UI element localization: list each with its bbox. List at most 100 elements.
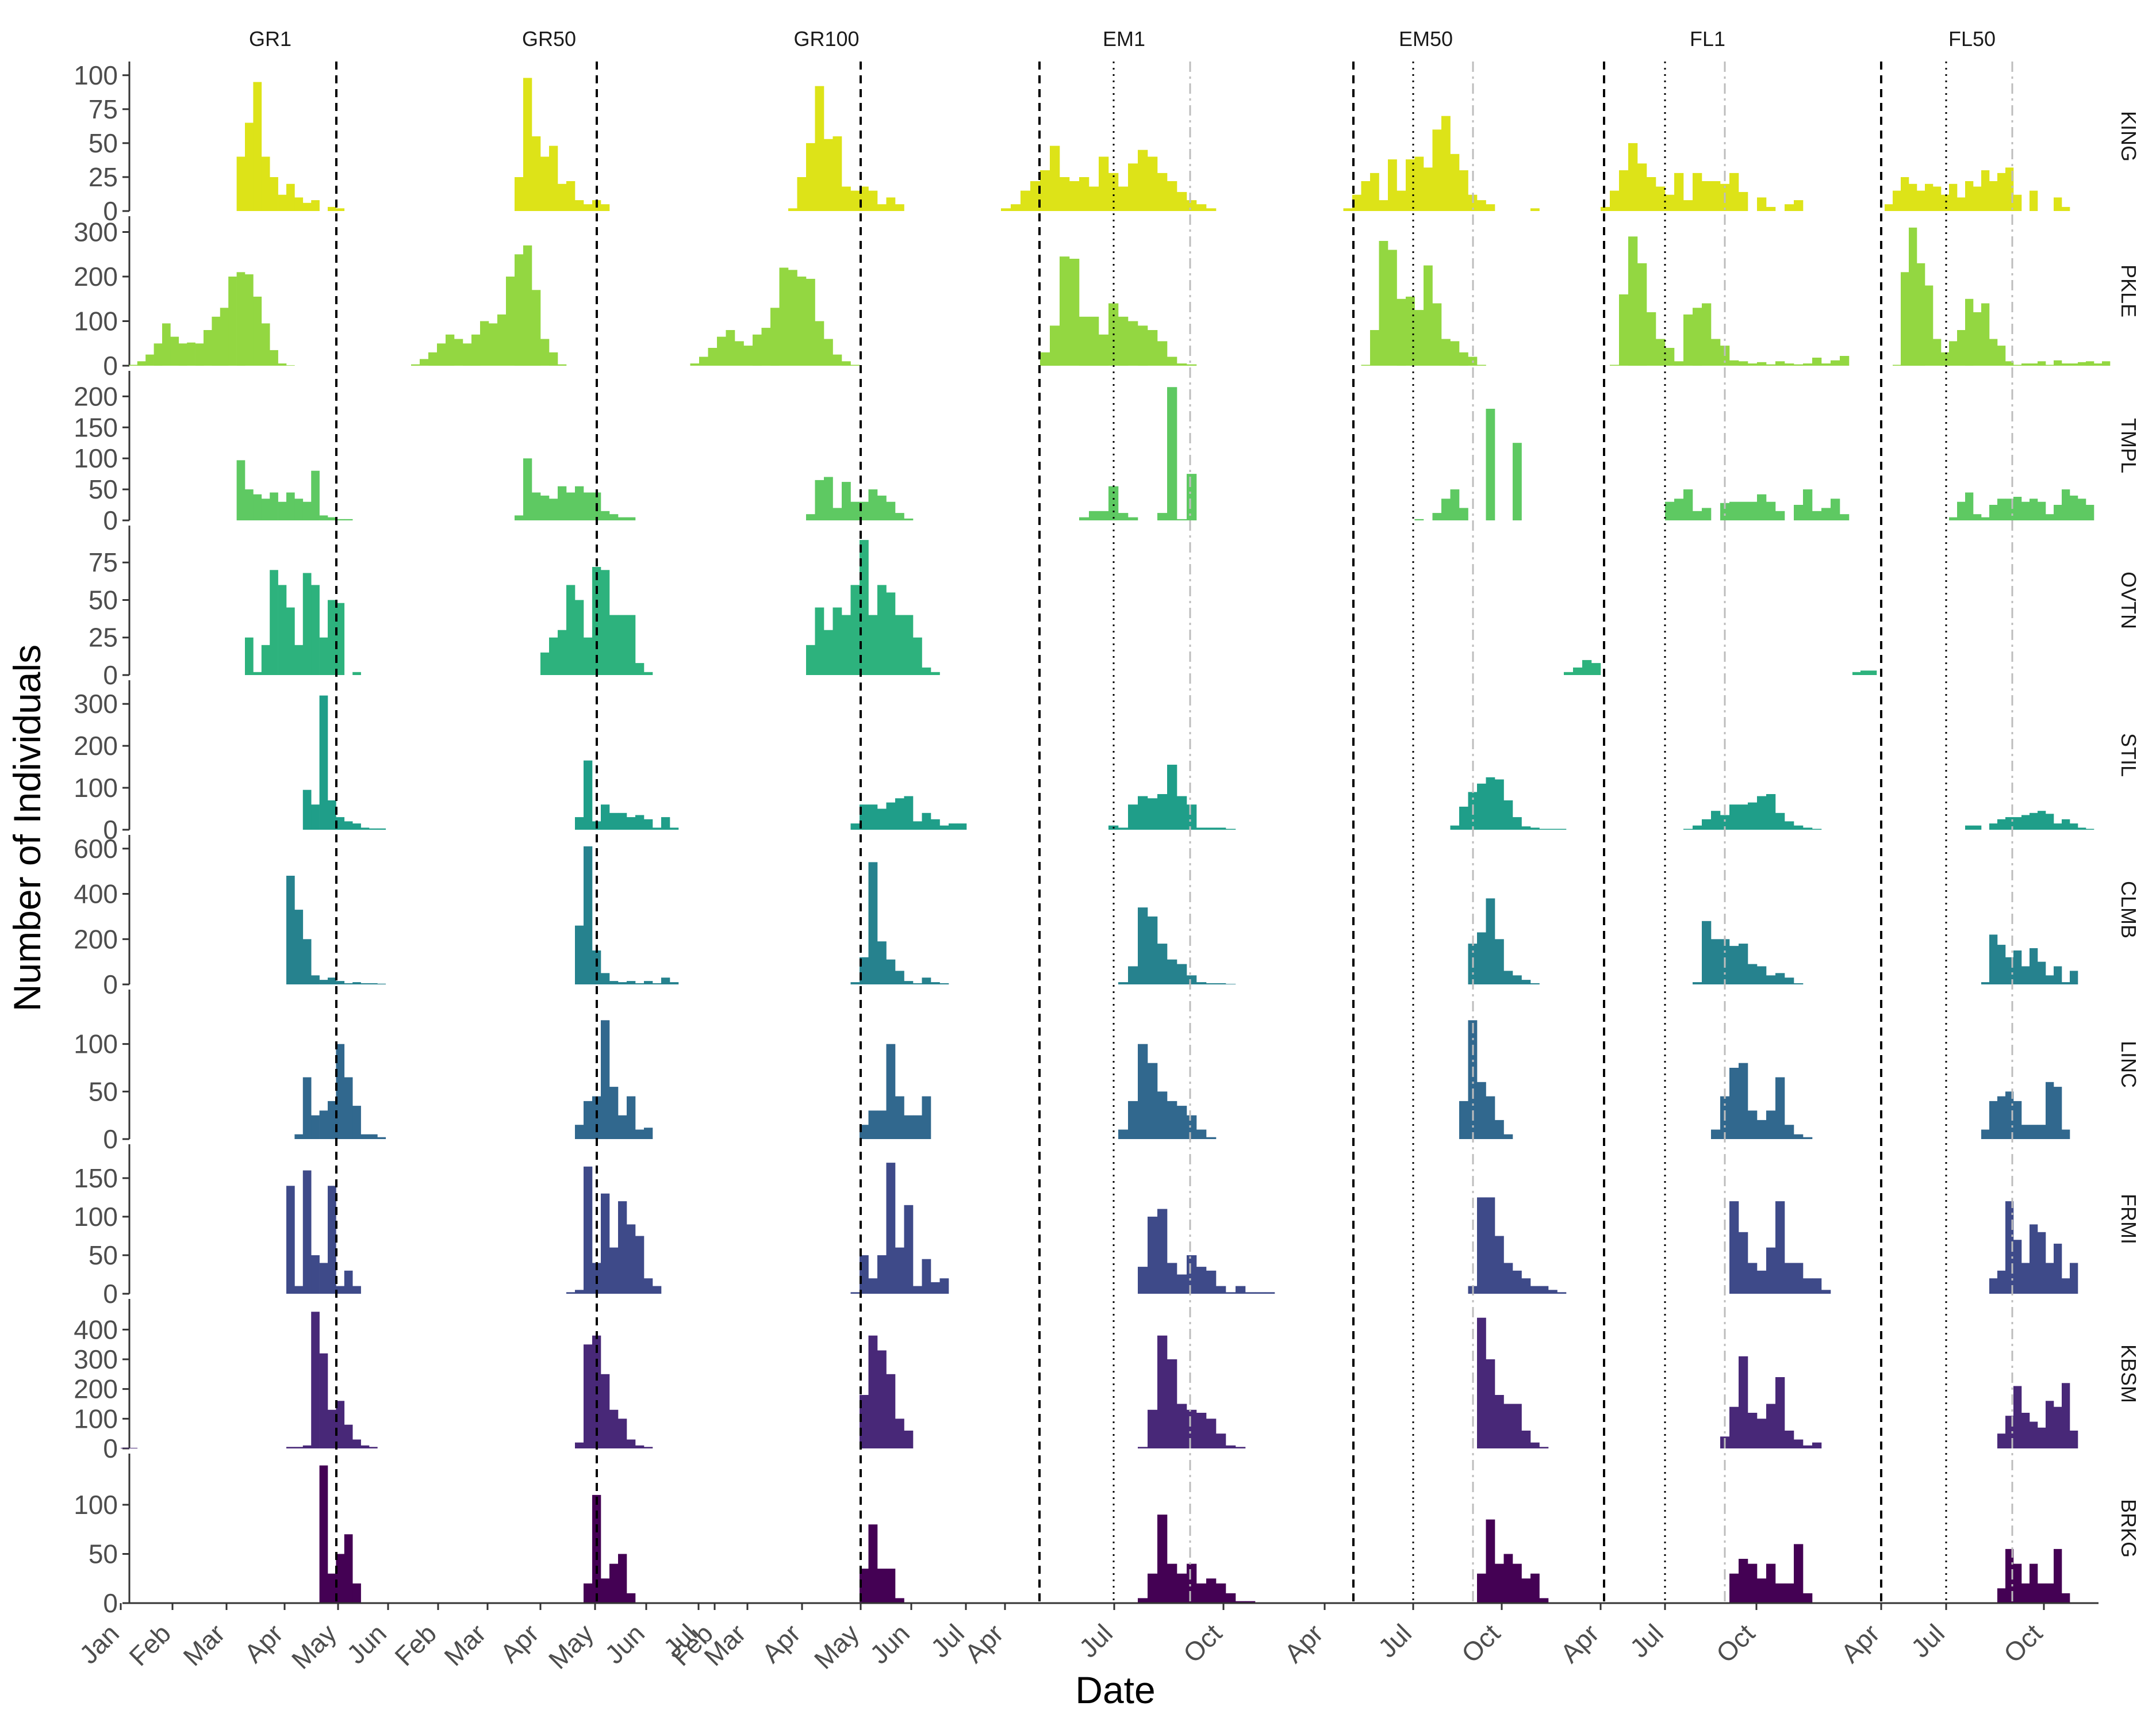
- histogram-bar: [2038, 361, 2046, 366]
- histogram-bar: [319, 1110, 328, 1139]
- histogram-bar: [1167, 181, 1177, 211]
- histogram-bar: [806, 514, 815, 520]
- histogram-bar: [2086, 829, 2094, 830]
- histogram-bar: [850, 365, 860, 366]
- histogram-bar: [328, 1409, 336, 1448]
- histogram-bar: [913, 821, 922, 830]
- histogram-bar: [1167, 764, 1177, 830]
- histogram-bar: [1711, 939, 1721, 984]
- histogram-bar: [360, 1445, 370, 1448]
- histogram-bar: [1206, 1578, 1217, 1603]
- histogram-bar: [2046, 1401, 2054, 1448]
- histogram-bar: [601, 511, 610, 520]
- histogram-bar: [336, 603, 345, 675]
- histogram-bar: [584, 204, 593, 211]
- histogram-bar: [1157, 172, 1168, 211]
- histogram-bar: [1226, 1593, 1236, 1603]
- histogram-bar: [1138, 1447, 1148, 1448]
- histogram-bar: [236, 156, 245, 211]
- histogram-bar: [2062, 982, 2070, 984]
- histogram-bar: [336, 519, 345, 520]
- histogram-bar: [1050, 145, 1060, 211]
- histogram-bar: [1539, 1598, 1549, 1603]
- histogram-bar: [319, 695, 328, 830]
- histogram-bar: [2021, 1125, 2030, 1139]
- row-label: PKLE: [2117, 264, 2140, 317]
- histogram-bar: [833, 136, 842, 211]
- histogram-bar: [2086, 505, 2094, 520]
- histogram-bar: [797, 177, 807, 211]
- column-label: EM50: [1399, 27, 1453, 51]
- histogram-bar: [2021, 363, 2030, 366]
- histogram-bar: [670, 982, 679, 984]
- histogram-bar: [1748, 1413, 1758, 1448]
- histogram-bar: [815, 607, 824, 675]
- histogram-bar: [566, 181, 576, 211]
- histogram-bar: [601, 570, 610, 675]
- histogram-bar: [319, 1465, 328, 1603]
- histogram-bar: [2078, 362, 2086, 366]
- histogram-bar: [302, 1170, 312, 1294]
- histogram-bar: [1582, 660, 1592, 675]
- histogram-bar: [1739, 191, 1748, 211]
- histogram-bar: [1981, 170, 1990, 211]
- histogram-bar: [360, 983, 370, 984]
- histogram-bar: [532, 136, 541, 211]
- histogram-bar: [833, 354, 842, 366]
- histogram-bar: [653, 827, 662, 830]
- histogram-bar: [1647, 177, 1656, 211]
- histogram-bar: [1794, 1134, 1804, 1139]
- histogram-bar: [1775, 1077, 1785, 1139]
- histogram-bar: [1647, 312, 1656, 366]
- histogram-bar: [2078, 499, 2086, 520]
- histogram-bar: [1177, 1106, 1187, 1139]
- y-tick-label: 300: [74, 1344, 118, 1374]
- histogram-bar: [1739, 804, 1748, 830]
- histogram-bar: [1361, 181, 1371, 211]
- histogram-bar: [1674, 172, 1684, 211]
- histogram-bar: [336, 981, 345, 984]
- histogram-bar: [311, 1115, 320, 1139]
- histogram-bar: [575, 925, 584, 984]
- histogram-bar: [1739, 361, 1748, 366]
- histogram-bar: [868, 1524, 878, 1603]
- histogram-bar: [1803, 1137, 1813, 1139]
- histogram-bar: [1530, 1573, 1540, 1603]
- histogram-bar: [1450, 489, 1460, 520]
- histogram-bar: [922, 812, 931, 830]
- histogram-bar: [1628, 236, 1638, 366]
- histogram-bar: [1785, 204, 1794, 211]
- histogram-bar: [868, 1278, 878, 1294]
- histogram-bar: [187, 342, 195, 366]
- histogram-bar: [1177, 191, 1187, 211]
- y-axis-title: Number of Individuals: [6, 645, 48, 1011]
- histogram-bar: [294, 1447, 304, 1448]
- histogram-bar: [1099, 156, 1109, 211]
- histogram-bar: [1099, 511, 1109, 520]
- histogram-bar: [1432, 303, 1442, 366]
- histogram-bar: [1683, 200, 1693, 211]
- histogram-bar: [352, 1286, 361, 1294]
- histogram-bar: [904, 1115, 914, 1139]
- histogram-bar: [868, 615, 878, 675]
- panels: GR1 GR50 GR100 EM1 EM50 FL1 FL50 KING 0 25 50 75 100…: [74, 27, 2140, 1675]
- histogram-bar: [1177, 1274, 1187, 1294]
- histogram-bar: [2030, 190, 2038, 211]
- histogram-bar: [1167, 959, 1177, 984]
- histogram-bar: [833, 508, 842, 520]
- histogram-bar: [336, 208, 345, 211]
- histogram-bar: [1530, 1442, 1540, 1448]
- histogram-bar: [1486, 777, 1495, 830]
- histogram-bar: [1495, 1236, 1504, 1294]
- histogram-bar: [1138, 1044, 1148, 1139]
- histogram-bar: [1148, 916, 1158, 984]
- histogram-bar: [2094, 363, 2103, 366]
- histogram-bar: [575, 600, 584, 675]
- histogram-bar: [1729, 1406, 1739, 1448]
- y-tick-label: 75: [89, 547, 118, 577]
- histogram-bar: [895, 1419, 904, 1448]
- histogram-bar: [253, 296, 262, 366]
- histogram-bar: [311, 1255, 320, 1294]
- histogram-bar: [1869, 670, 1877, 675]
- histogram-bar: [635, 663, 645, 675]
